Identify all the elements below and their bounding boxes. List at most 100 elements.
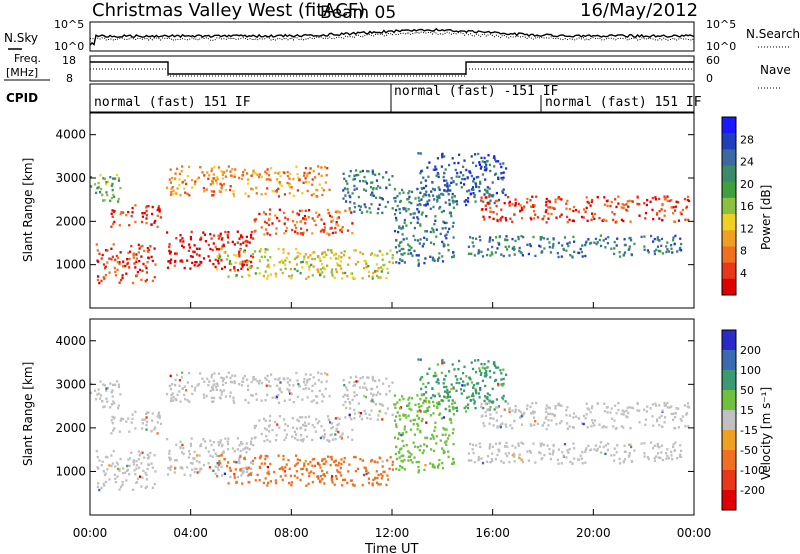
velocity-cell — [124, 471, 127, 474]
power-cell — [467, 197, 470, 200]
velocity-cell — [320, 425, 323, 428]
power-cell — [545, 204, 548, 207]
power-cell — [598, 238, 601, 242]
velocity-cell — [293, 464, 297, 467]
velocity-cell — [241, 380, 244, 383]
power-cell — [359, 208, 362, 211]
velocity-cell — [217, 372, 221, 375]
power-cell — [189, 238, 193, 241]
power-cell — [485, 165, 488, 168]
velocity-cell — [303, 464, 306, 467]
velocity-cell — [507, 402, 510, 405]
velocity-cell — [262, 417, 266, 421]
velocity-cell — [376, 476, 379, 480]
velocity-cell — [636, 409, 639, 412]
velocity-cell — [417, 471, 420, 474]
power-bar-tick: 12 — [740, 222, 754, 235]
power-cell — [430, 190, 433, 193]
power-cell — [481, 255, 485, 258]
power-cell — [650, 234, 653, 238]
velocity-cell — [336, 416, 339, 420]
velocity-cell — [268, 424, 271, 427]
velocity-cell — [577, 417, 581, 420]
power-cell — [622, 206, 625, 210]
velocity-cell — [232, 396, 235, 399]
power-cell — [135, 253, 138, 256]
power-cell — [618, 251, 621, 254]
velocity-cell — [140, 485, 143, 488]
velocity-cell — [355, 380, 358, 383]
velocity-cell — [222, 389, 226, 392]
power-cell — [245, 235, 248, 239]
power-cell — [385, 276, 388, 280]
power-cell — [166, 231, 169, 234]
power-cell — [317, 270, 320, 273]
velocity-cell — [245, 451, 248, 454]
power-cell — [441, 155, 444, 159]
velocity-cell — [321, 435, 324, 438]
velocity-cell — [504, 445, 507, 448]
power-cell — [174, 260, 177, 263]
velocity-cell — [604, 452, 607, 456]
velocity-cell — [656, 452, 660, 455]
velocity-cell — [220, 376, 223, 379]
velocity-cell — [450, 421, 453, 424]
power-cell — [193, 250, 196, 254]
power-cell — [386, 200, 390, 204]
velocity-cell — [566, 406, 569, 409]
power-cell — [118, 262, 121, 266]
velocity-cell — [423, 410, 426, 413]
power-cell — [378, 172, 381, 176]
power-cell — [591, 198, 594, 202]
velocity-cell — [654, 402, 657, 405]
power-cell — [661, 203, 664, 206]
power-cell — [141, 215, 144, 218]
velocity-cell — [128, 473, 131, 476]
velocity-cell — [513, 419, 516, 423]
power-cell — [391, 207, 394, 210]
power-cell — [145, 266, 148, 270]
power-cell — [489, 254, 492, 257]
velocity-cell — [339, 471, 342, 474]
power-cell — [103, 199, 106, 202]
velocity-bar-swatch — [722, 350, 736, 371]
velocity-cell — [134, 473, 137, 476]
velocity-cell — [367, 481, 371, 485]
velocity-cell — [607, 442, 610, 445]
power-cell — [364, 205, 367, 209]
power-cell — [252, 169, 255, 173]
velocity-cell — [290, 484, 293, 487]
velocity-cell — [443, 385, 446, 389]
power-cell — [268, 174, 271, 177]
velocity-cell — [159, 422, 163, 426]
power-cell — [485, 160, 488, 163]
power-cell — [363, 203, 366, 206]
power-cell — [198, 263, 201, 266]
power-cell — [493, 165, 496, 168]
power-cell — [137, 251, 140, 254]
velocity-cell — [139, 452, 142, 455]
velocity-cell — [676, 457, 679, 460]
power-cell — [331, 219, 335, 222]
velocity-cell — [275, 395, 279, 398]
power-cell — [395, 261, 398, 264]
power-cell — [559, 197, 562, 200]
velocity-cell — [351, 398, 354, 402]
power-cell — [302, 231, 305, 234]
power-cell — [144, 280, 147, 283]
velocity-cell — [663, 401, 666, 405]
power-cell — [322, 230, 325, 233]
power-cell — [547, 217, 550, 220]
power-cell — [113, 220, 116, 224]
velocity-cell — [196, 454, 199, 457]
velocity-cell — [480, 405, 483, 409]
velocity-cell — [481, 366, 484, 369]
power-cell — [171, 176, 174, 180]
velocity-cell — [226, 440, 229, 443]
velocity-cell — [168, 466, 171, 470]
power-cell — [303, 255, 306, 258]
power-cell — [688, 199, 691, 203]
velocity-cell — [661, 425, 664, 428]
power-cell — [108, 257, 111, 260]
power-cell — [283, 263, 286, 266]
